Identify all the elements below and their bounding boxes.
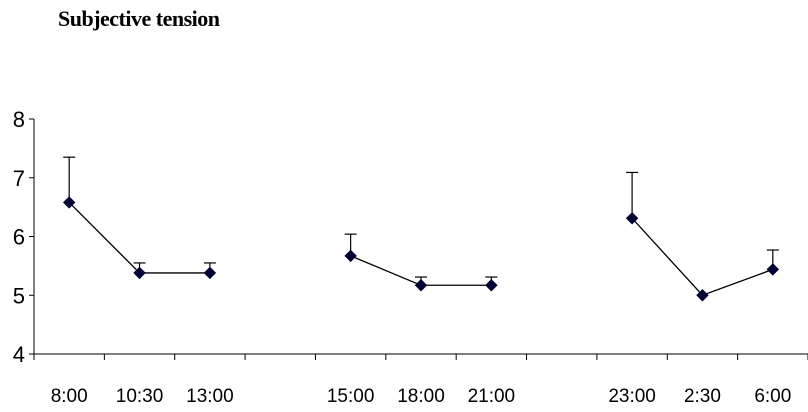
x-tick-label-8: 23:00 — [608, 386, 656, 407]
x-tick-label-0: 8:00 — [51, 386, 88, 407]
x-tick-label-10: 6:00 — [754, 386, 791, 407]
x-tick-label-4: 15:00 — [327, 386, 375, 407]
y-tick-label-2: 6 — [13, 225, 25, 250]
x-tick-label-5: 18:00 — [397, 386, 445, 407]
data-point-0 — [62, 196, 76, 209]
x-tick-label-1: 10:30 — [116, 386, 164, 407]
y-tick-label-0: 4 — [13, 342, 25, 367]
data-point-6 — [485, 279, 498, 292]
y-tick-label-1: 5 — [13, 283, 25, 308]
y-tick-label-3: 7 — [13, 166, 25, 191]
data-point-8 — [625, 212, 639, 225]
data-point-9 — [696, 289, 709, 302]
x-tick-label-2: 13:00 — [186, 386, 234, 407]
data-point-10 — [766, 263, 780, 276]
series-line-segment-2 — [631, 217, 774, 297]
data-point-1 — [133, 266, 146, 280]
y-tick-label-4: 8 — [13, 107, 25, 132]
data-point-2 — [203, 266, 217, 280]
x-tick-label-6: 21:00 — [468, 386, 516, 407]
data-point-5 — [414, 279, 428, 292]
x-tick-label-9: 2:30 — [684, 386, 721, 407]
chart-title: Subjective tension — [58, 6, 220, 31]
data-point-4 — [344, 249, 357, 263]
